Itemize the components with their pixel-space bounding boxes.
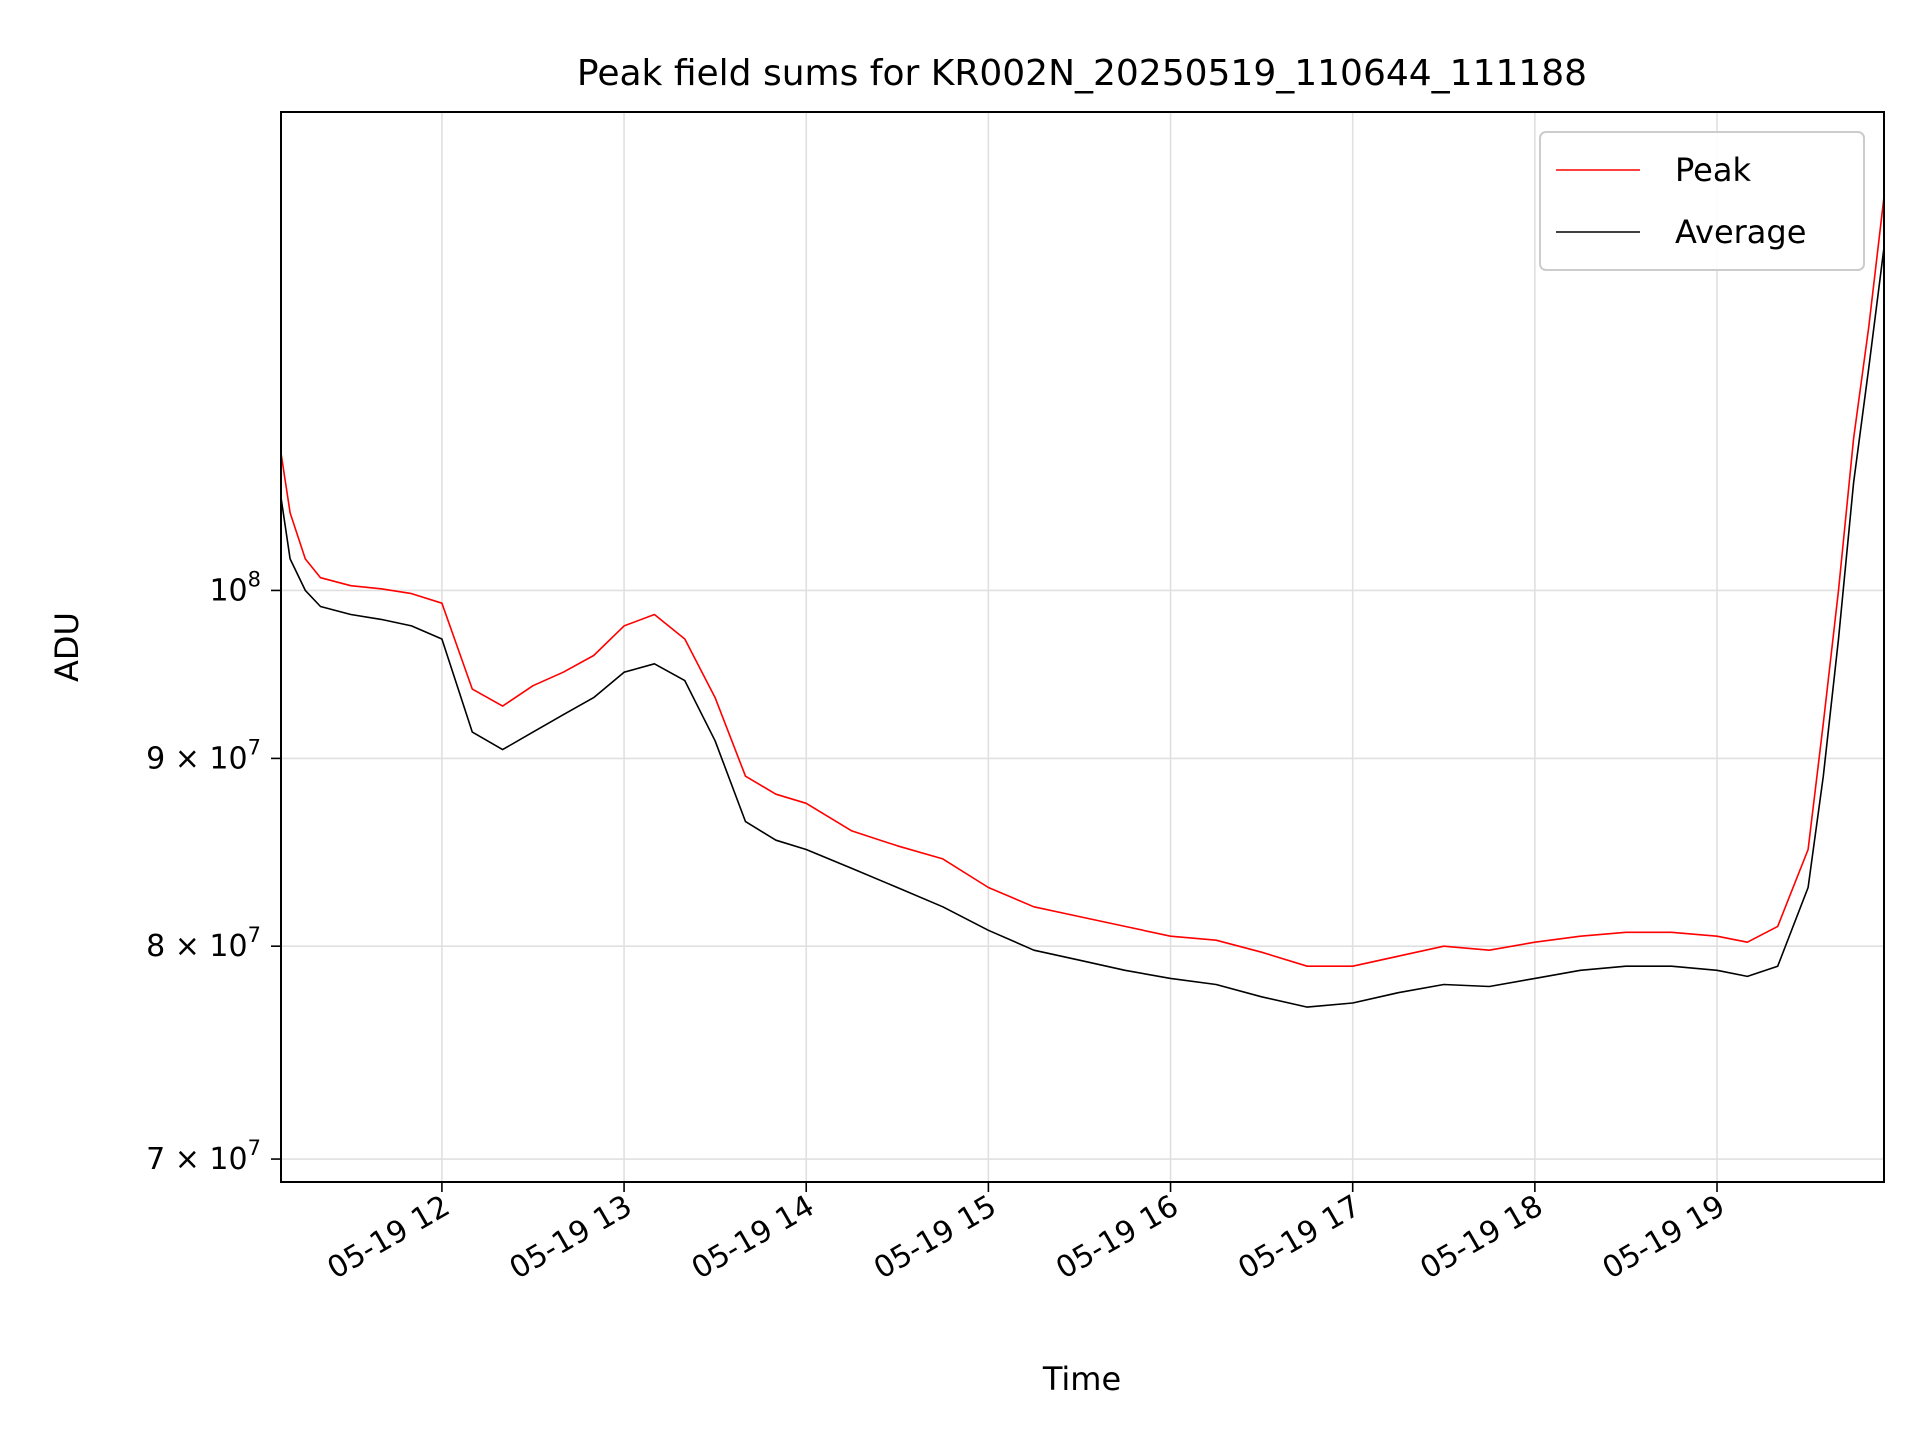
plot-frame [280, 111, 1885, 1183]
series-line-average [280, 247, 1885, 1008]
legend: Peak Average [1539, 131, 1865, 271]
y-tick-label: 7 × 107 [146, 1136, 261, 1177]
x-axis-label: Time [1042, 1360, 1121, 1398]
y-tick-label: 8 × 107 [146, 923, 261, 964]
legend-peak-label: Peak [1675, 151, 1751, 189]
legend-average-label: Average [1675, 213, 1806, 251]
y-tick-label: 108 [209, 567, 261, 608]
chart-title: Peak field sums for KR002N_20250519_1106… [577, 53, 1587, 94]
series-layer [280, 196, 1885, 1008]
legend-box [1539, 131, 1865, 271]
grid [281, 112, 1884, 1182]
y-axis: 7 × 107 8 × 107 9 × 107 108 [146, 567, 281, 1177]
y-axis-label: ADU [48, 612, 86, 682]
y-tick-label: 9 × 107 [146, 735, 261, 776]
series-line-peak [280, 196, 1885, 968]
